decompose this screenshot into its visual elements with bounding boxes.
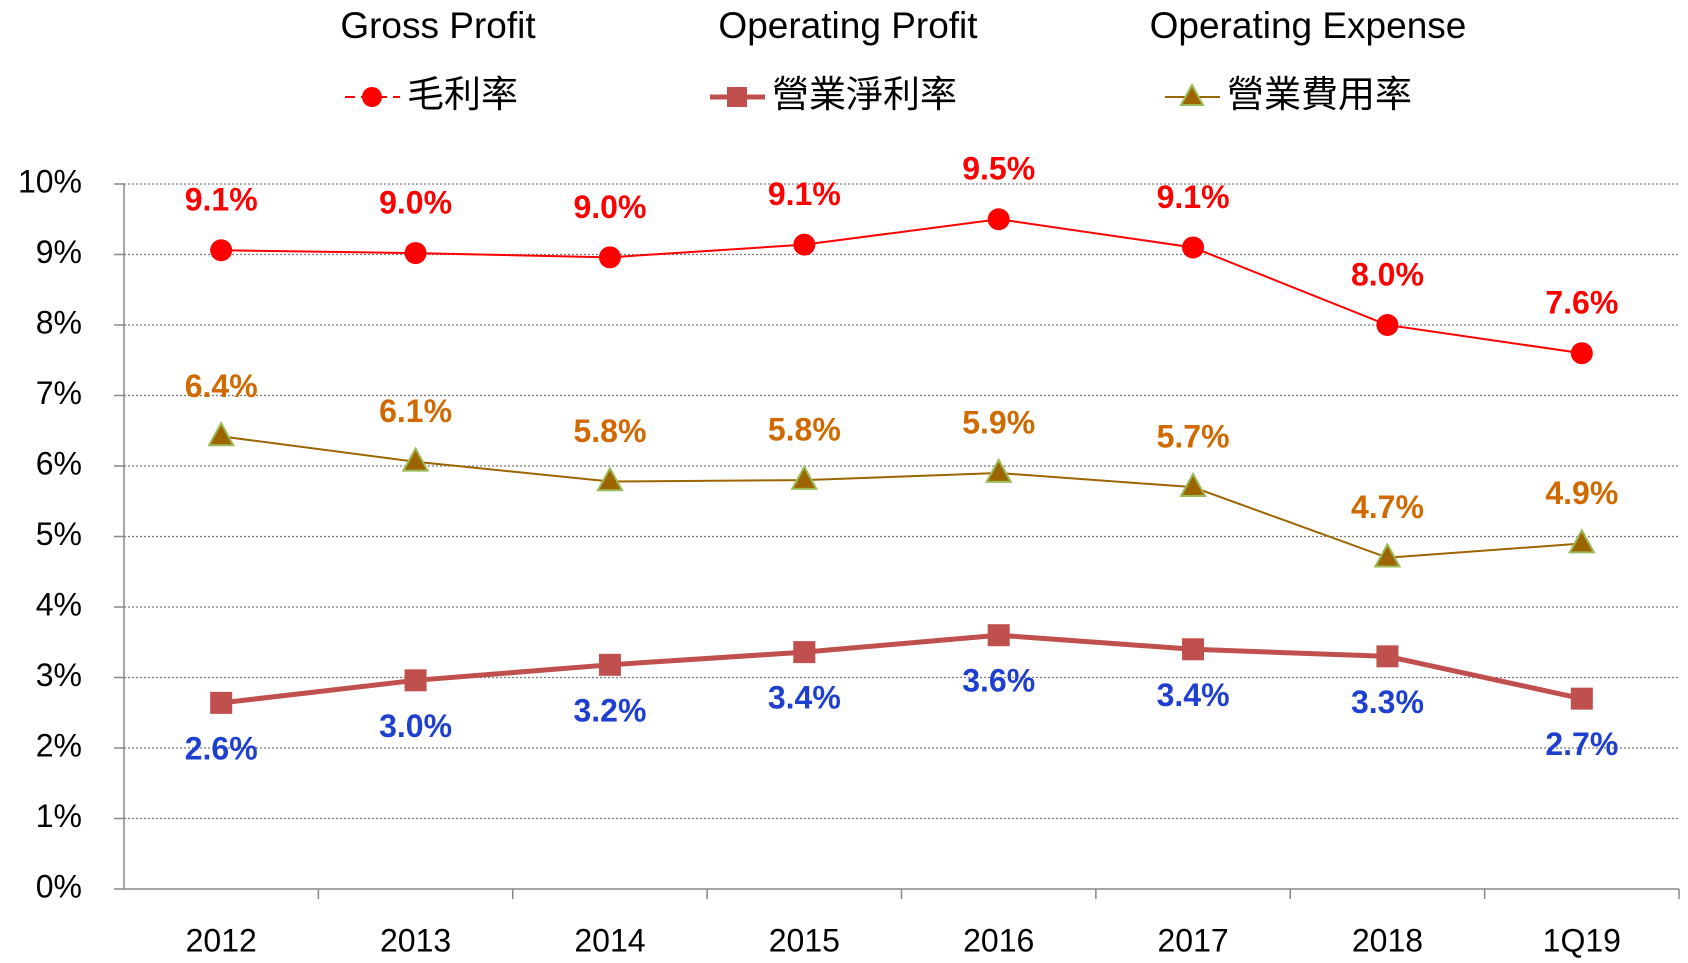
data-label: 4.9% <box>1545 475 1618 511</box>
legend-label: 營業淨利率 <box>772 74 957 115</box>
data-label: 3.6% <box>962 663 1035 699</box>
x-tick-label: 1Q19 <box>1543 922 1621 958</box>
series-heading: Gross Profit <box>340 5 536 46</box>
data-label: 9.0% <box>573 189 646 225</box>
data-label: 7.6% <box>1545 285 1618 321</box>
x-tick-label: 2017 <box>1157 922 1228 958</box>
data-point <box>987 624 1010 647</box>
data-point <box>1570 342 1593 365</box>
data-label: 4.7% <box>1351 489 1424 525</box>
data-point <box>404 669 427 692</box>
x-tick-label: 2015 <box>769 922 840 958</box>
legend-marker <box>727 87 747 107</box>
data-point <box>793 641 816 664</box>
data-label: 6.1% <box>379 393 452 429</box>
data-label: 5.8% <box>768 412 841 448</box>
series-line <box>221 218 1582 355</box>
data-point <box>1568 528 1596 554</box>
legend-label: 營業費用率 <box>1227 74 1412 115</box>
data-point <box>987 208 1010 231</box>
data-label: 5.8% <box>573 413 646 449</box>
x-tick-label: 2013 <box>380 922 451 958</box>
data-point <box>1570 687 1593 710</box>
data-point <box>1376 314 1399 336</box>
data-point <box>1373 542 1402 568</box>
data-label: 9.0% <box>379 185 452 221</box>
data-label: 2.7% <box>1545 726 1618 762</box>
data-label: 8.0% <box>1351 256 1424 292</box>
y-tick-label: 7% <box>36 375 82 411</box>
data-label: 3.3% <box>1351 684 1424 720</box>
series-line <box>221 435 1582 559</box>
y-tick-label: 6% <box>36 445 82 481</box>
data-point <box>210 691 233 714</box>
data-label: 5.9% <box>962 405 1035 441</box>
data-point <box>210 239 233 262</box>
data-label: 3.2% <box>573 692 646 728</box>
data-point <box>596 466 624 492</box>
y-tick-label: 2% <box>36 727 82 763</box>
y-tick-label: 9% <box>36 234 82 270</box>
data-point <box>1182 638 1205 661</box>
data-label: 6.4% <box>185 368 258 404</box>
data-point <box>1179 471 1207 497</box>
data-label: 2.6% <box>185 730 258 766</box>
data-label: 9.1% <box>768 176 841 212</box>
y-tick-label: 3% <box>36 657 82 693</box>
y-tick-label: 10% <box>18 163 82 199</box>
data-point <box>207 421 235 447</box>
y-tick-label: 5% <box>36 516 82 552</box>
y-tick-label: 0% <box>36 868 82 904</box>
x-tick-label: 2012 <box>186 922 257 958</box>
data-point <box>401 446 430 472</box>
data-label: 3.4% <box>1157 677 1230 713</box>
data-point <box>790 464 819 490</box>
series-heading: Operating Expense <box>1150 5 1467 46</box>
y-tick-label: 1% <box>36 798 82 834</box>
data-label: 9.1% <box>185 182 258 218</box>
y-tick-label: 4% <box>36 586 82 622</box>
data-point <box>984 457 1013 483</box>
data-point <box>1182 236 1205 259</box>
data-point <box>598 653 621 676</box>
legend-marker <box>362 87 382 107</box>
data-point <box>404 242 427 265</box>
x-tick-label: 2018 <box>1352 922 1423 958</box>
y-tick-label: 8% <box>36 304 82 340</box>
data-label: 9.5% <box>962 151 1035 187</box>
data-point <box>1376 645 1399 668</box>
series-heading: Operating Profit <box>718 5 978 46</box>
data-label: 3.4% <box>768 680 841 716</box>
legend-label: 毛利率 <box>407 74 518 115</box>
data-point <box>598 246 621 269</box>
x-tick-label: 2014 <box>574 922 645 958</box>
data-point <box>793 233 816 256</box>
series-line <box>220 632 1583 706</box>
data-label: 9.1% <box>1157 179 1230 215</box>
x-tick-label: 2016 <box>963 922 1034 958</box>
legend-marker <box>1179 82 1205 106</box>
data-label: 3.0% <box>379 708 452 744</box>
data-label: 5.7% <box>1157 419 1230 455</box>
